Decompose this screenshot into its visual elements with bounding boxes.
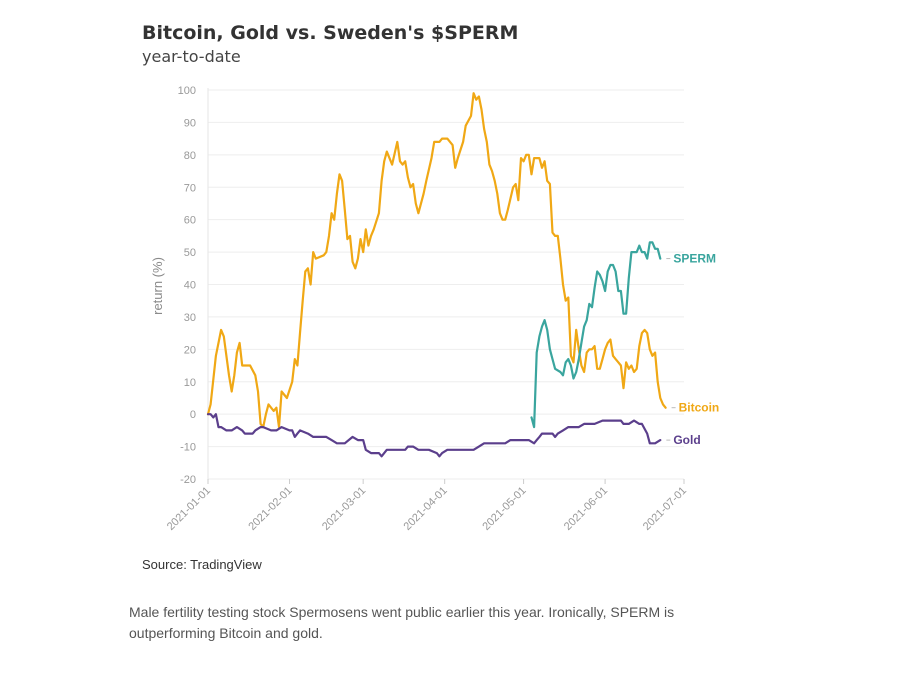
y-tick-label: 70	[184, 182, 196, 194]
y-axis-label: return (%)	[150, 257, 165, 315]
x-tick-label: 2021-01-01	[165, 485, 213, 533]
series-line-bitcoin	[206, 92, 667, 429]
x-tick-label: 2021-03-01	[320, 485, 368, 533]
gridlines	[207, 88, 684, 480]
y-tick-label: 20	[184, 344, 196, 356]
y-tick-label: 40	[184, 280, 196, 292]
caption-text: Male fertility testing stock Spermosens …	[129, 604, 675, 641]
series-label-sperm: SPERM	[673, 252, 716, 266]
chart-subtitle: year-to-date	[142, 47, 241, 66]
y-tick-label: -10	[180, 442, 196, 454]
y-tick-label: 80	[184, 150, 196, 162]
y-tick-label: 30	[184, 312, 196, 324]
y-tick-label: 60	[184, 215, 196, 227]
series-labels: Bitcoin SPERM Gold	[666, 252, 720, 447]
y-tick-label: 50	[184, 247, 196, 259]
x-tick-label: 2021-02-01	[246, 485, 294, 533]
chart-title: Bitcoin, Gold vs. Sweden's $SPERM	[142, 22, 519, 44]
y-tick-label: 10	[184, 377, 196, 389]
series-line-gold	[206, 413, 662, 458]
source-note: Source: TradingView	[142, 557, 262, 572]
y-tick-label: 0	[190, 409, 196, 421]
y-tick-label: 90	[184, 117, 196, 129]
x-tick-label: 2021-07-01	[641, 485, 689, 533]
series-line-sperm	[530, 241, 662, 429]
y-tick-label: 100	[178, 85, 196, 97]
x-tick-label: 2021-05-01	[480, 485, 528, 533]
series-lines	[206, 92, 667, 458]
x-tick-label: 2021-06-01	[562, 485, 610, 533]
y-tick-label: -20	[180, 474, 196, 486]
x-tick-label: 2021-04-01	[402, 485, 450, 533]
x-axis-ticks: 2021-01-01 2021-02-01 2021-03-01 2021-04-01…	[165, 479, 689, 533]
series-label-bitcoin: Bitcoin	[679, 401, 720, 415]
series-label-gold: Gold	[673, 433, 700, 447]
